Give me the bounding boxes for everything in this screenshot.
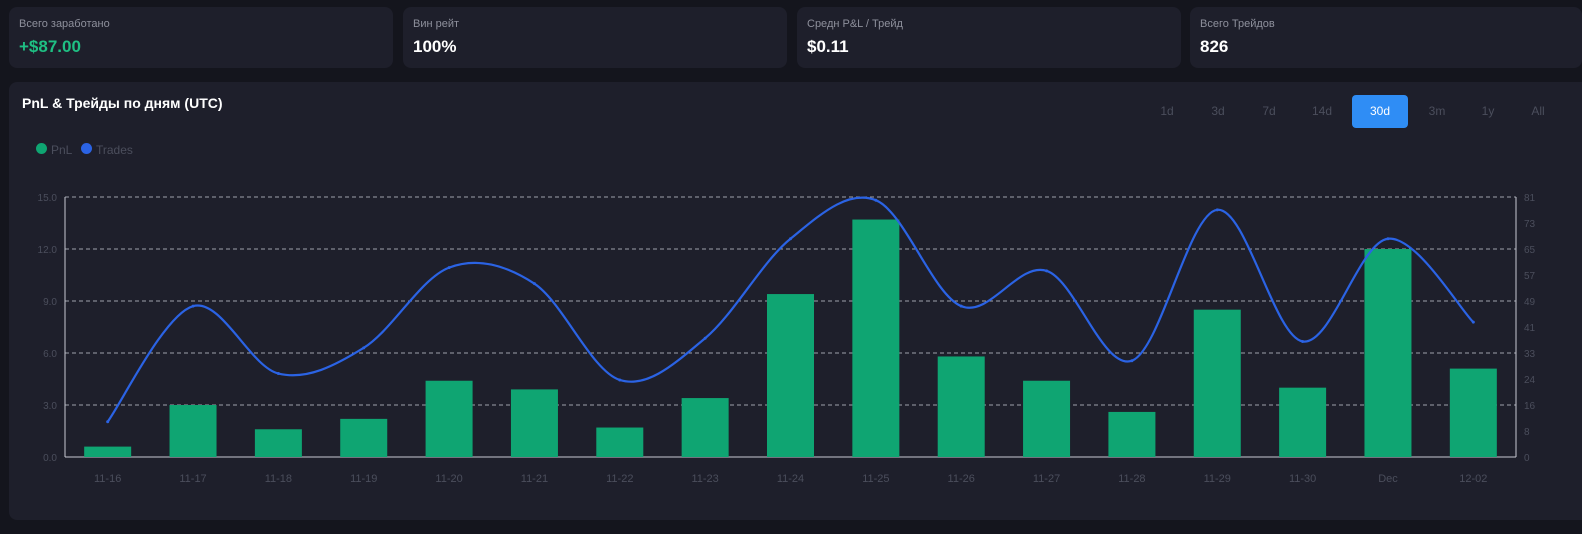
legend-dot-trades (81, 143, 92, 154)
bar-pnl-11-27 (1023, 380, 1071, 457)
point-trades-Dec (1386, 237, 1390, 241)
stat-value: 100% (413, 37, 457, 56)
legend-dot-pnl (36, 143, 47, 154)
bar-pnl-11-21 (510, 389, 558, 457)
range-button-all[interactable]: All (1531, 104, 1545, 118)
bar-pnl-11-20 (425, 380, 473, 457)
range-button-14d[interactable]: 14d (1311, 104, 1333, 118)
x-tick-label: 11-16 (94, 473, 121, 485)
range-button-3d[interactable]: 3d (1211, 104, 1225, 118)
stat-card-2: Средн P&L / Трейд $0.11 (797, 7, 1181, 68)
x-tick-label: 11-27 (1033, 473, 1060, 485)
x-tick-label: 11-22 (606, 473, 633, 485)
legend-label-pnl[interactable]: PnL (51, 143, 73, 157)
line-trades (106, 196, 1475, 423)
stat-value: 826 (1200, 37, 1229, 56)
point-trades-11-26 (959, 304, 963, 308)
x-tick-label: 11-17 (179, 473, 206, 485)
y-left-tick: 12.0 (38, 245, 58, 256)
bar-pnl-11-28 (1108, 411, 1156, 457)
point-trades-11-24 (789, 237, 792, 241)
stat-label: Средн P&L / Трейд (807, 18, 903, 30)
stat-card-0: Всего заработано +$87.00 (9, 7, 393, 68)
y-right-tick: 65 (1524, 245, 1536, 256)
range-button-30d[interactable]: 30d (1352, 95, 1408, 128)
bar-pnl-11-18 (254, 429, 302, 457)
point-trades-11-21 (532, 282, 536, 286)
x-tick-label: 11-21 (521, 473, 548, 485)
x-tick-label: 11-28 (1118, 473, 1145, 485)
bar-pnl-11-16 (84, 446, 132, 457)
chart-panel: PnL & Трейды по дням (UTC) 1d 3d 7d 14d 30d 3… (9, 82, 1582, 520)
y-right-tick: 41 (1524, 323, 1536, 334)
y-right-tick: 8 (1524, 427, 1530, 438)
stat-label: Вин рейт (413, 18, 460, 30)
bar-pnl-11-17 (169, 405, 217, 457)
y-left-tick: 0.0 (43, 453, 57, 464)
bar-pnl-11-26 (937, 356, 985, 457)
x-tick-label: 11-25 (862, 473, 889, 485)
y-left-tick: 9.0 (43, 297, 57, 308)
stat-value: $0.11 (807, 37, 849, 56)
chart-title: PnL & Трейды по дням (UTC) (22, 95, 223, 111)
point-trades-11-22 (618, 378, 622, 382)
y-right-tick: 0 (1524, 453, 1530, 464)
range-button-1y[interactable]: 1y (1481, 104, 1495, 118)
y-right-tick: 49 (1524, 297, 1536, 308)
x-tick-label: 12-02 (1459, 473, 1487, 485)
bar-pnl-11-23 (681, 398, 729, 457)
range-button-3m[interactable]: 3m (1428, 104, 1446, 118)
stat-card-3: Всего Трейдов 826 (1190, 7, 1582, 68)
bar-pnl-11-30 (1279, 387, 1327, 457)
y-left-tick: 15.0 (38, 193, 58, 204)
legend-label-trades[interactable]: Trades (96, 143, 133, 157)
y-right-tick: 73 (1524, 219, 1536, 230)
bar-pnl-11-19 (340, 418, 388, 457)
range-button-7d[interactable]: 7d (1262, 104, 1276, 118)
point-trades-11-30 (1301, 339, 1305, 343)
point-trades-11-29 (1215, 208, 1219, 212)
point-trades-11-27 (1045, 269, 1049, 273)
point-trades-11-23 (703, 336, 707, 340)
y-right-tick: 57 (1524, 271, 1536, 282)
y-left-tick: 6.0 (43, 349, 57, 360)
point-trades-11-18 (276, 372, 280, 376)
x-tick-label: 11-26 (948, 473, 975, 485)
x-tick-label: 11-23 (691, 473, 718, 485)
y-right-tick: 16 (1524, 401, 1536, 412)
range-button-1d[interactable]: 1d (1160, 104, 1174, 118)
bar-pnl-11-24 (767, 294, 814, 457)
x-tick-label: 11-29 (1204, 473, 1231, 485)
point-trades-11-20 (447, 266, 451, 270)
bar-pnl-Dec (1364, 249, 1412, 457)
stat-label: Всего заработано (19, 18, 110, 30)
bar-pnl-11-29 (1193, 309, 1241, 457)
bar-pnl-11-25 (852, 219, 900, 457)
point-trades-11-16 (106, 420, 110, 424)
x-tick-label: 11-30 (1289, 473, 1316, 485)
bar-pnl-12-02 (1449, 368, 1497, 457)
x-tick-label: 11-24 (777, 473, 804, 485)
point-trades-11-25 (874, 198, 878, 202)
stat-card-1: Вин рейт 100% (403, 7, 787, 68)
y-right-tick: 24 (1524, 375, 1536, 386)
point-trades-11-28 (1130, 359, 1134, 363)
point-trades-11-19 (362, 346, 366, 350)
bar-pnl-11-22 (596, 427, 644, 457)
point-trades-11-17 (191, 304, 195, 308)
y-left-tick: 3.0 (43, 401, 57, 412)
stat-label: Всего Трейдов (1200, 18, 1275, 30)
stat-value: +$87.00 (19, 37, 81, 56)
x-tick-label: 11-20 (435, 473, 462, 485)
point-trades-12-02 (1471, 320, 1475, 324)
x-tick-label: Dec (1378, 473, 1398, 485)
y-right-tick: 81 (1524, 193, 1536, 204)
x-tick-label: 11-19 (350, 473, 377, 485)
pnl-trades-chart: 0.0 3.0 6.0 9.0 12.0 15.0 0 8 16 24 33 41 49 57 65 73 81… (38, 193, 1536, 485)
y-right-tick: 33 (1524, 349, 1536, 360)
x-tick-label: 11-18 (265, 473, 292, 485)
